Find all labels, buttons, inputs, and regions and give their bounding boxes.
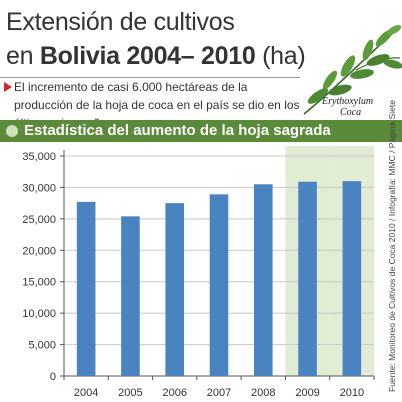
intro-text: El incremento de casi 6.000 hectáreas de… [14, 80, 300, 130]
species-line1: Erythoxylum [322, 96, 374, 107]
species-line2: Coca [340, 107, 362, 118]
y-tick-label: 5,000 [28, 340, 56, 352]
x-tick-label: 2009 [295, 387, 319, 399]
y-tick-label: 10,000 [22, 308, 56, 320]
y-tick-label: 20,000 [22, 245, 56, 257]
x-tick-label: 2004 [74, 387, 98, 399]
species-label: Erythoxylum Coca [322, 96, 402, 118]
bar-chart: 0 5,000 10,000 15,000 20,000 25,000 30,000 35,0… [22, 146, 375, 399]
bar-2009 [298, 181, 317, 376]
y-tick-label: 25,000 [22, 214, 56, 226]
section-title: Estadística del aumento de la hoja sagra… [24, 122, 331, 139]
bar-2010 [342, 181, 362, 376]
title-suffix: (ha) [255, 42, 306, 70]
chart-title-line2: en Bolivia 2004– 2010 (ha) [6, 42, 306, 71]
x-tick-label: 2005 [118, 387, 142, 399]
bullet-marker-icon [4, 82, 12, 92]
coca-leaf-illustration-icon [303, 24, 402, 115]
x-tick-label: 2010 [340, 387, 364, 399]
bar-2007 [209, 194, 229, 376]
bar-2004 [76, 201, 96, 376]
bar-2008 [253, 184, 273, 376]
section-band [0, 120, 402, 142]
title-prefix: en [6, 42, 40, 70]
bar-2006 [165, 203, 185, 376]
title-divider [0, 77, 300, 78]
y-tick-label: 30,000 [22, 182, 56, 194]
y-tick-label: 15,000 [22, 277, 56, 289]
title-bold: Bolivia 2004– 2010 [39, 42, 256, 70]
x-tick-label: 2007 [207, 387, 231, 399]
section-dot-icon [6, 125, 18, 137]
bar-2005 [121, 216, 140, 376]
chart-title-line1: Extensión de cultivos [6, 8, 235, 36]
y-tick-label: 35,000 [22, 151, 56, 163]
x-tick-label: 2008 [251, 387, 275, 399]
source-credit: Fuente: Monitoreo de Cultivos de Coca 20… [387, 100, 397, 392]
x-tick-label: 2006 [162, 387, 186, 399]
y-tick-label: 0 [50, 371, 56, 383]
